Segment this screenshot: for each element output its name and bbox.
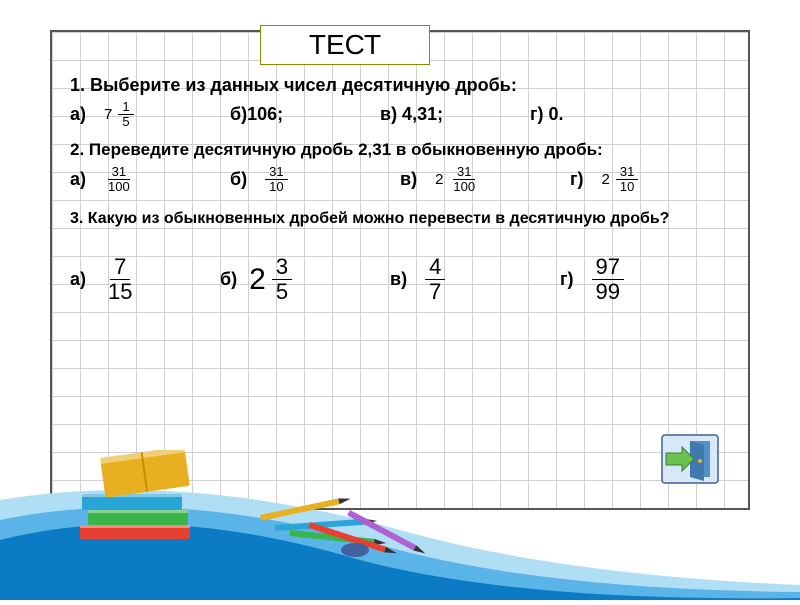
q3-option-c[interactable]: в) 4 7 bbox=[390, 255, 560, 304]
question-2-options: а) 31 100 б) 31 10 в) 2 31 100 г bbox=[70, 165, 641, 195]
question-2-text: 2. Переведите десятичную дробь 2,31 в об… bbox=[70, 140, 603, 160]
q3-option-a[interactable]: а) 7 15 bbox=[70, 255, 220, 304]
q1-option-b[interactable]: б)106; bbox=[230, 104, 380, 125]
question-3-text: 3. Какую из обыкновенных дробей можно пе… bbox=[70, 210, 730, 228]
q3-option-b[interactable]: б) 2 3 5 bbox=[220, 255, 390, 304]
q1-option-c[interactable]: в) 4,31; bbox=[380, 104, 530, 125]
worksheet-content: ТЕСТ 1. Выберите из данных чисел десятич… bbox=[50, 30, 750, 510]
books-illustration bbox=[70, 450, 210, 550]
q1-option-d[interactable]: г) 0. bbox=[530, 104, 564, 125]
q2-option-d[interactable]: г) 2 31 10 bbox=[570, 165, 641, 195]
test-title: ТЕСТ bbox=[309, 29, 381, 61]
q3-option-d[interactable]: г) 97 99 bbox=[560, 255, 627, 304]
q2-option-a[interactable]: а) 31 100 bbox=[70, 165, 230, 195]
question-1-options: а) 7 1 5 б)106; в) 4,31; г) 0. bbox=[70, 100, 564, 130]
question-3-options: а) 7 15 б) 2 3 5 в) 4 7 г) bbox=[70, 255, 627, 304]
q2-option-c[interactable]: в) 2 31 100 bbox=[400, 165, 570, 195]
test-title-box: ТЕСТ bbox=[260, 25, 430, 65]
q1-option-a[interactable]: а) 7 1 5 bbox=[70, 100, 230, 130]
exit-door-icon[interactable] bbox=[660, 433, 720, 485]
pencils-illustration bbox=[250, 480, 470, 560]
q2-option-b[interactable]: б) 31 10 bbox=[230, 165, 400, 195]
question-1-text: 1. Выберите из данных чисел десятичную д… bbox=[70, 75, 517, 96]
